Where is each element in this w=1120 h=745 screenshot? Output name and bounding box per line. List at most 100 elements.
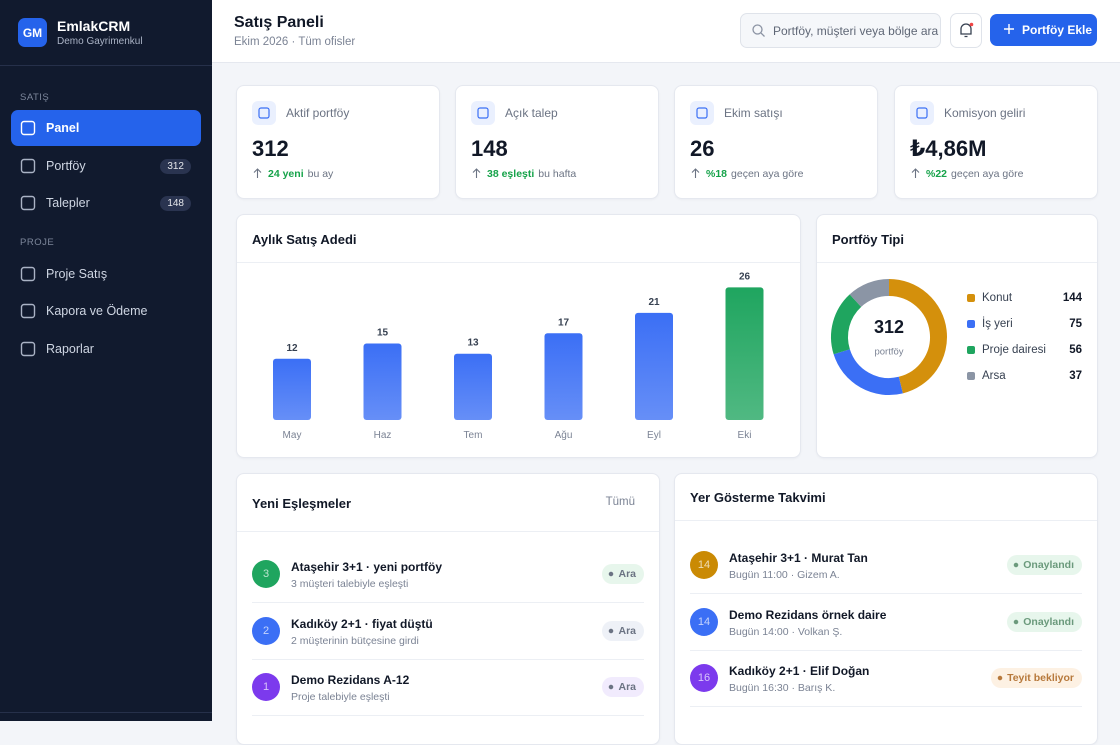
search-box[interactable]: Portföy, müşteri veya bölge ara (740, 13, 941, 48)
bar (544, 333, 583, 420)
donut-card: Portföy Tipi Konut 144 İş yeri 75 Proje daire… (816, 214, 1098, 458)
stat-card: Açık talep 148 38 eşleşti bu hafta (455, 85, 659, 199)
icon-shape (258, 107, 270, 119)
legend-label: İş yeri (982, 317, 1013, 330)
nav-label: Proje Satış (46, 267, 108, 281)
button-label: Portföy Ekle (1022, 23, 1093, 37)
stat-note: bu hafta (538, 168, 577, 180)
divider (817, 262, 1097, 263)
card-title: Portföy Tipi (832, 232, 904, 247)
legend-value: 37 (1069, 370, 1082, 382)
icon-shape (916, 107, 928, 119)
logo: GM (18, 18, 47, 47)
list-title: Ataşehir 3+1 · yeni portföy (291, 560, 443, 574)
trend-arrow (911, 168, 920, 178)
stat-label: Komisyon geliri (944, 106, 1026, 120)
list-pill: Teyit bekliyor (991, 668, 1082, 688)
stat-note: bu ay (307, 168, 334, 180)
stat-icon-shape (477, 107, 489, 119)
list-pill[interactable]: Ara (602, 677, 644, 697)
stat-label: Açık talep (505, 106, 558, 120)
stat-icon (690, 101, 714, 125)
icon-shape (20, 303, 36, 319)
list-pill: Onaylandı (1007, 611, 1082, 632)
list-avatar: 14 (690, 607, 718, 636)
nav-label: Panel (46, 121, 80, 135)
donut-total: 312 (874, 317, 904, 337)
notifications-button[interactable] (950, 13, 982, 48)
x-tick-label: Eyl (647, 430, 661, 441)
list-subtitle: Proje talebiyle eşleşti (291, 691, 390, 703)
divider (0, 65, 212, 66)
add-portfolio-button[interactable]: Portföy Ekle (990, 14, 1097, 46)
legend-value: 144 (1063, 292, 1083, 304)
donut-total-label: portföy (874, 347, 903, 358)
list-pill: Onaylandı (1007, 555, 1082, 575)
x-tick-label: Eki (738, 430, 752, 441)
stat-value: 148 (471, 136, 508, 161)
icon-shape (1004, 24, 1014, 34)
bar-value-label: 17 (558, 317, 570, 328)
icon-shape (20, 195, 36, 211)
row-divider (252, 602, 644, 603)
trend-arrow (253, 168, 262, 178)
card-link[interactable]: Tümü (605, 496, 635, 508)
icon-shape (472, 168, 481, 178)
search-placeholder: Portföy, müşteri veya bölge ara (773, 24, 939, 38)
icon-shape (752, 24, 763, 35)
nav-item[interactable]: Kapora ve Ödeme (11, 293, 201, 329)
stat-label: Ekim satışı (724, 106, 783, 120)
stat-delta: %18 (706, 168, 728, 180)
legend-value: 56 (1069, 344, 1082, 356)
nav-icon (20, 303, 36, 319)
list-title: Kadıköy 2+1 · fiyat düştü (291, 616, 433, 631)
x-tick-label: May (283, 430, 302, 441)
icon-shape (760, 32, 765, 37)
stat-card: Aktif portföy 312 24 yeni bu ay (236, 85, 440, 199)
x-tick-label: Ağu (555, 430, 573, 441)
brand-subtitle: Demo Gayrimenkul (57, 36, 143, 47)
divider (237, 531, 659, 532)
trend-arrow (691, 168, 700, 178)
bar (273, 358, 311, 420)
list-title: Ataşehir 3+1 · Murat Tan (729, 551, 868, 565)
nav-label: Portföy (46, 159, 86, 173)
page-title: Satış Paneli (234, 14, 324, 31)
notification-dot (969, 22, 974, 27)
nav-item[interactable]: Portföy 312 (11, 148, 201, 184)
stat-value: 26 (690, 136, 715, 161)
stat-icon (471, 101, 495, 125)
icon-shape (20, 341, 36, 357)
nav-icon (20, 120, 36, 136)
legend-swatch (967, 346, 975, 354)
stat-delta: 38 eşleşti (487, 168, 535, 180)
nav-item[interactable]: Panel (11, 110, 201, 146)
nav-item[interactable]: Talepler 148 (11, 185, 201, 221)
list-title: Demo Rezidans A-12 (291, 673, 410, 687)
stat-delta: 24 yeni (268, 168, 304, 180)
legend-value: 75 (1069, 318, 1082, 330)
stat-note: geçen aya göre (731, 168, 804, 180)
nav-icon (20, 266, 36, 282)
sidebar: GM EmlakCRM Demo Gayrimenkul SATIŞ Panel Port… (0, 0, 212, 721)
nav-icon (20, 195, 36, 211)
list-pill[interactable]: Ara (602, 564, 644, 584)
stat-icon (910, 101, 934, 125)
x-tick-label: Tem (464, 430, 483, 441)
row-divider (252, 658, 644, 660)
nav-item[interactable]: Raporlar (11, 331, 201, 367)
list-avatar: 2 (252, 616, 280, 645)
nav-item[interactable]: Proje Satış (11, 256, 201, 292)
nav-badge: 148 (160, 196, 191, 211)
legend-swatch (967, 320, 975, 328)
icon-shape (960, 23, 972, 38)
icon-shape (696, 107, 708, 119)
nav-badge: 312 (160, 159, 191, 174)
row-divider (690, 706, 1082, 707)
bar-value-label: 12 (286, 343, 298, 354)
list-subtitle: Bugün 14:00 · Volkan Ş. (729, 625, 843, 638)
stat-value: 312 (252, 136, 289, 161)
divider (237, 262, 800, 263)
list-pill[interactable]: Ara (602, 620, 644, 641)
